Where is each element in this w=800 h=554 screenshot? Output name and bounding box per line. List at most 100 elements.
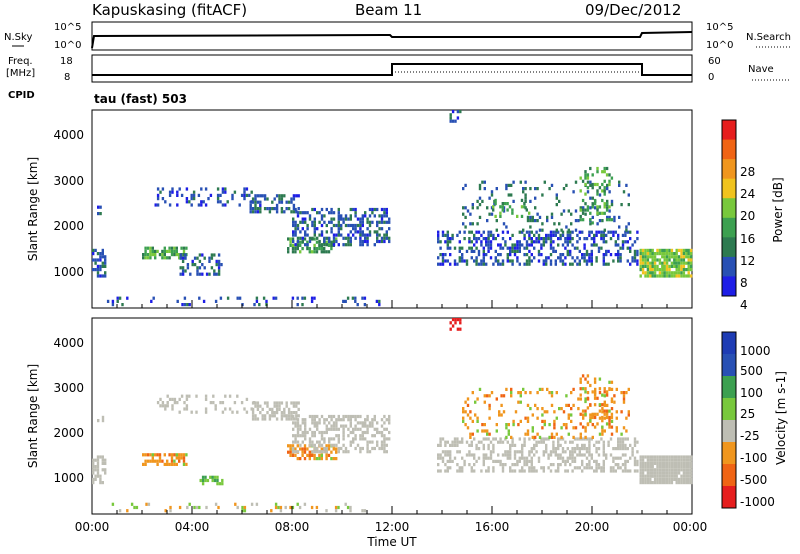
data-cell <box>526 219 530 223</box>
data-cell <box>359 427 362 431</box>
data-cell <box>621 447 625 451</box>
data-cell <box>639 474 642 478</box>
data-cell <box>94 477 97 481</box>
data-cell <box>101 455 104 459</box>
data-cell <box>537 440 541 444</box>
data-cell <box>295 404 298 408</box>
data-cell <box>602 443 605 447</box>
data-cell <box>299 211 302 215</box>
data-cell <box>499 440 502 444</box>
data-cell <box>497 440 500 444</box>
data-cell <box>337 207 340 212</box>
data-cell <box>586 190 590 194</box>
data-cell <box>511 440 514 444</box>
data-cell <box>685 477 688 481</box>
data-cell <box>226 296 230 300</box>
data-cell <box>619 253 622 257</box>
data-cell <box>593 415 597 420</box>
data-cell <box>511 469 514 473</box>
data-cell <box>250 190 253 194</box>
data-cell <box>241 505 244 510</box>
data-cell <box>564 237 567 241</box>
data-cell <box>482 259 485 263</box>
power-ylabel: Slant Range [km] <box>26 157 40 261</box>
data-cell <box>644 455 647 459</box>
data-cell <box>615 429 618 433</box>
data-cell <box>453 259 457 263</box>
data-cell <box>480 259 483 263</box>
data-cell <box>263 207 267 211</box>
data-cell <box>376 430 379 435</box>
data-cell <box>388 227 391 231</box>
data-cell <box>296 457 299 461</box>
data-cell <box>441 256 445 260</box>
data-cell <box>510 391 513 395</box>
data-cell <box>525 240 529 244</box>
data-cell <box>581 437 584 441</box>
data-cell <box>458 259 461 263</box>
data-cell <box>521 456 524 460</box>
data-cell <box>101 415 105 419</box>
data-cell <box>201 478 205 483</box>
colorbar-swatch <box>722 354 736 377</box>
data-cell <box>180 193 184 197</box>
data-cell <box>328 440 331 444</box>
data-cell <box>606 199 609 203</box>
data-cell <box>601 198 604 203</box>
data-cell <box>602 230 605 234</box>
data-cell <box>294 453 297 457</box>
data-cell <box>295 210 298 214</box>
data-cell <box>476 222 479 226</box>
data-cell <box>603 211 606 215</box>
data-cell <box>593 393 597 397</box>
data-cell <box>325 446 328 451</box>
data-cell <box>668 248 671 252</box>
data-cell <box>308 443 312 447</box>
velocity-cbar-label: Velocity [m s-1] <box>774 371 788 465</box>
data-cell <box>441 437 445 441</box>
data-cell <box>584 212 587 216</box>
data-cell <box>665 468 669 472</box>
data-cell <box>290 411 293 415</box>
data-cell <box>263 194 267 198</box>
data-cell <box>330 240 333 244</box>
data-cell <box>449 459 452 463</box>
data-cell <box>564 450 567 454</box>
data-cell <box>480 233 483 237</box>
data-cell <box>578 237 581 241</box>
data-cell <box>468 240 471 244</box>
data-cell <box>330 220 333 224</box>
data-cell <box>533 246 536 250</box>
data-cell <box>501 469 505 473</box>
data-cell <box>92 268 95 272</box>
data-cell <box>682 271 686 275</box>
data-cell <box>254 200 257 204</box>
data-cell <box>533 466 536 470</box>
data-cell <box>313 446 316 451</box>
data-cell <box>542 466 545 470</box>
data-cell <box>149 256 152 260</box>
nave-tick-top: 60 <box>708 56 721 67</box>
data-cell <box>569 456 572 460</box>
data-cell <box>511 211 514 215</box>
data-cell <box>685 474 688 478</box>
data-cell <box>675 252 678 256</box>
data-cell <box>537 259 541 263</box>
data-cell <box>608 205 611 209</box>
data-cell <box>486 206 489 210</box>
data-cell <box>296 434 300 438</box>
data-cell <box>349 217 352 221</box>
data-cell <box>603 170 606 174</box>
data-cell <box>538 215 542 219</box>
data-cell <box>511 262 514 266</box>
data-cell <box>663 264 666 268</box>
velocity-cbar-tick-1000: 1000 <box>740 344 771 358</box>
data-cell <box>673 468 676 472</box>
data-cell <box>529 199 532 203</box>
data-cell <box>534 187 537 191</box>
data-cell <box>318 211 321 215</box>
data-cell <box>542 240 545 244</box>
data-cell <box>251 414 255 418</box>
data-cell <box>478 203 482 207</box>
data-cell <box>561 259 565 263</box>
